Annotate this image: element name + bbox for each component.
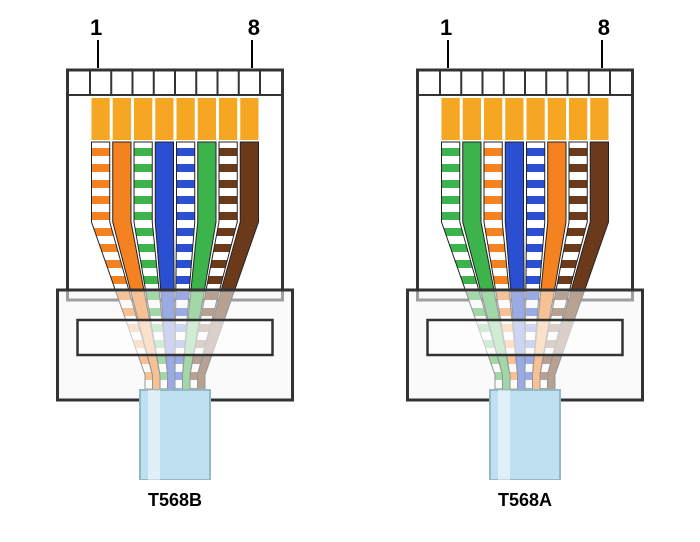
standard-caption: T568B — [148, 490, 202, 511]
pin-labels: 18 — [405, 15, 645, 60]
connector-t568a: 18T568A — [385, 15, 665, 511]
standard-caption: T568A — [498, 490, 552, 511]
pin-labels: 18 — [55, 15, 295, 60]
pin-label-end: 8 — [248, 15, 260, 41]
connector-t568b: 18T568B — [35, 15, 315, 511]
pin-label-start: 1 — [440, 15, 452, 41]
rj45-diagram — [55, 60, 295, 480]
pin-tick-start — [447, 40, 449, 68]
pin-label-end: 8 — [598, 15, 610, 41]
pin-tick-start — [97, 40, 99, 68]
pin-tick-end — [601, 40, 603, 68]
pin-tick-end — [251, 40, 253, 68]
rj45-diagram — [405, 60, 645, 480]
pin-label-start: 1 — [90, 15, 102, 41]
